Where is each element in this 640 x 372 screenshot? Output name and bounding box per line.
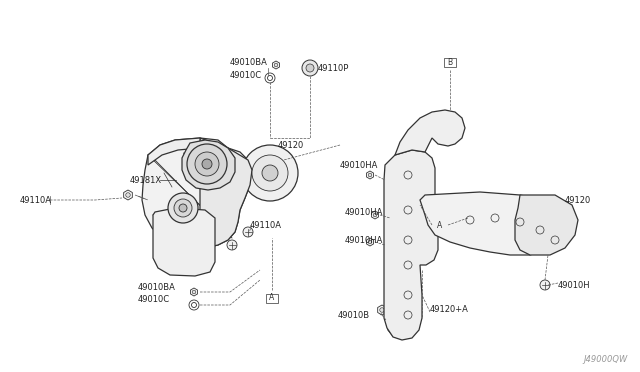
Text: 49010B: 49010B: [338, 311, 370, 320]
Circle shape: [252, 155, 288, 191]
Circle shape: [242, 145, 298, 201]
Text: 49010BA: 49010BA: [138, 283, 176, 292]
Polygon shape: [124, 190, 132, 200]
Circle shape: [368, 173, 372, 177]
Text: 49120: 49120: [565, 196, 591, 205]
Circle shape: [368, 240, 372, 244]
Text: 49010BA: 49010BA: [230, 58, 268, 67]
Bar: [214, 166, 226, 174]
Text: 49010H: 49010H: [558, 280, 591, 289]
Text: 49181X: 49181X: [130, 176, 162, 185]
Polygon shape: [142, 138, 252, 248]
Circle shape: [262, 165, 278, 181]
Bar: [434, 221, 446, 230]
Polygon shape: [395, 110, 465, 155]
Circle shape: [302, 60, 318, 76]
Circle shape: [192, 290, 196, 294]
Polygon shape: [182, 140, 235, 190]
Text: 49120: 49120: [278, 141, 304, 150]
Circle shape: [187, 144, 227, 184]
Circle shape: [274, 63, 278, 67]
Text: 49010HA: 49010HA: [340, 160, 378, 170]
Bar: [266, 294, 278, 302]
Polygon shape: [515, 195, 578, 255]
Text: 49110A: 49110A: [250, 221, 282, 230]
Text: 49010C: 49010C: [138, 295, 170, 305]
Circle shape: [243, 227, 253, 237]
Circle shape: [306, 64, 314, 72]
Text: 49110A: 49110A: [20, 196, 52, 205]
Circle shape: [168, 193, 198, 223]
Text: 49120+A: 49120+A: [430, 305, 469, 314]
Text: 49010HA: 49010HA: [345, 208, 383, 217]
Circle shape: [227, 240, 237, 250]
Polygon shape: [386, 165, 432, 338]
Text: 49010C: 49010C: [230, 71, 262, 80]
Circle shape: [174, 199, 192, 217]
Text: A: A: [437, 221, 443, 230]
Polygon shape: [367, 238, 374, 246]
Text: J49000QW: J49000QW: [584, 356, 628, 365]
Circle shape: [195, 152, 219, 176]
Polygon shape: [191, 288, 198, 296]
Circle shape: [125, 193, 131, 197]
Text: B: B: [447, 58, 452, 67]
Polygon shape: [420, 192, 560, 255]
Polygon shape: [154, 168, 182, 192]
Polygon shape: [367, 171, 374, 179]
Text: A: A: [269, 294, 275, 302]
Polygon shape: [273, 61, 280, 69]
Polygon shape: [200, 138, 252, 248]
Circle shape: [380, 308, 384, 312]
Text: 49110P: 49110P: [318, 64, 349, 73]
Circle shape: [179, 204, 187, 212]
Bar: [444, 58, 456, 67]
Circle shape: [202, 159, 212, 169]
Text: B: B: [218, 167, 222, 173]
Polygon shape: [378, 305, 387, 315]
Polygon shape: [372, 211, 378, 219]
Polygon shape: [148, 138, 200, 165]
Circle shape: [373, 213, 377, 217]
Polygon shape: [153, 208, 215, 276]
Polygon shape: [384, 150, 438, 340]
Circle shape: [540, 280, 550, 290]
Text: 49010HA: 49010HA: [345, 235, 383, 244]
